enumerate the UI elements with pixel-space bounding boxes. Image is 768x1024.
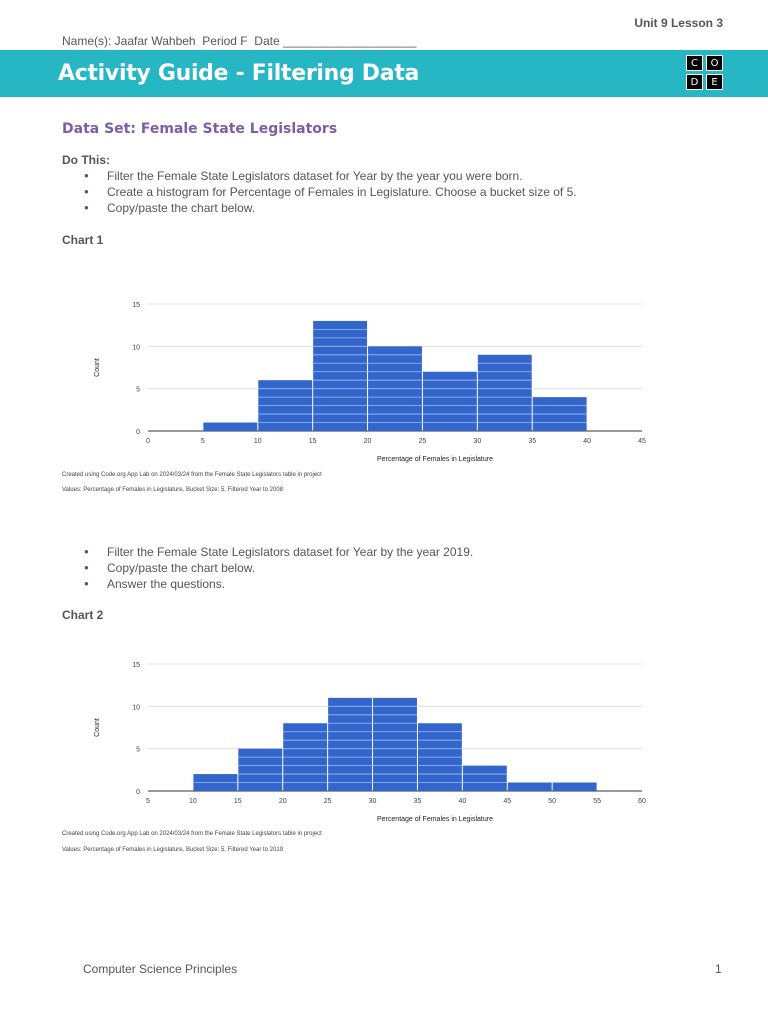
name-line: Name(s): Jaafar Wahbeh Period F Date ___… — [62, 34, 417, 48]
x-tick-label: 45 — [503, 798, 511, 805]
chart-1: 0 5 10 15 0 5 10 15 20 25 30 35 40 45 Percentage of Fe… — [94, 302, 646, 463]
x-tick-label: 10 — [254, 438, 262, 445]
histogram-bar — [313, 320, 368, 431]
do-this-label: Do This: — [62, 153, 110, 167]
list-item: Copy/paste the chart below. — [62, 200, 577, 216]
x-axis-label: Percentage of Females in Legislature — [377, 456, 493, 463]
x-tick-label: 40 — [458, 798, 466, 805]
x-tick-label: 10 — [189, 798, 197, 805]
x-tick-label: 40 — [583, 438, 591, 445]
list-item: Filter the Female State Legislators data… — [62, 168, 577, 184]
list-item: Filter the Female State Legislators data… — [62, 544, 473, 560]
x-tick-label: 60 — [638, 798, 646, 805]
logo-letter: E — [706, 74, 723, 90]
logo-letter: C — [686, 55, 703, 71]
unit-label: Unit 9 Lesson 3 — [634, 16, 723, 30]
histogram-bar — [462, 765, 507, 791]
logo-letter: O — [706, 55, 723, 71]
y-tick-label: 0 — [136, 429, 140, 436]
x-tick-label: 5 — [146, 798, 150, 805]
histogram-bar — [328, 697, 373, 791]
chart-1-caption-2: Values: Percentage of Females in Legisla… — [62, 487, 284, 493]
y-tick-label: 5 — [136, 747, 140, 754]
y-tick-label: 5 — [136, 387, 140, 394]
instructions-list-2: Filter the Female State Legislators data… — [62, 544, 473, 592]
y-tick-label: 10 — [132, 344, 140, 351]
x-tick-label: 15 — [309, 438, 317, 445]
chart-1-caption-1: Created using Code.org App Lab on 2024/0… — [62, 472, 322, 478]
histogram-bar — [552, 782, 597, 791]
list-item: Create a histogram for Percentage of Fem… — [62, 184, 577, 200]
chart-2-caption-1: Created using Code.org App Lab on 2024/0… — [62, 831, 322, 837]
x-tick-label: 5 — [201, 438, 205, 445]
x-tick-label: 20 — [279, 798, 287, 805]
list-item: Answer the questions. — [62, 576, 473, 592]
x-tick-label: 25 — [324, 798, 332, 805]
instructions-list-1: Filter the Female State Legislators data… — [62, 168, 577, 216]
y-axis-label: Count — [94, 718, 101, 737]
title-banner: Activity Guide - Filtering Data — [0, 50, 768, 97]
page-title: Activity Guide - Filtering Data — [58, 61, 420, 86]
footer-page-number: 1 — [715, 962, 722, 976]
x-tick-label: 25 — [419, 438, 427, 445]
histogram-bar — [422, 371, 477, 431]
x-tick-label: 20 — [364, 438, 372, 445]
histogram-bar — [477, 354, 532, 431]
footer-course: Computer Science Principles — [83, 962, 238, 976]
histogram-bar — [238, 748, 283, 791]
x-tick-label: 55 — [593, 798, 601, 805]
y-tick-label: 0 — [136, 789, 140, 796]
y-tick-label: 15 — [132, 662, 140, 669]
x-tick-label: 50 — [548, 798, 556, 805]
logo-letter: D — [686, 74, 703, 90]
histogram-bar — [373, 697, 417, 791]
histogram-bar — [203, 422, 258, 431]
y-tick-label: 10 — [132, 704, 140, 711]
section-title: Data Set: Female State Legislators — [62, 121, 338, 137]
chart-1-heading: Chart 1 — [62, 233, 104, 247]
x-tick-label: 35 — [528, 438, 536, 445]
y-axis-label: Count — [94, 358, 101, 377]
x-tick-label: 45 — [638, 438, 646, 445]
list-item: Copy/paste the chart below. — [62, 560, 473, 576]
x-axis-label: Percentage of Females in Legislature — [377, 816, 493, 823]
chart-2-heading: Chart 2 — [62, 608, 104, 622]
x-tick-label: 35 — [414, 798, 422, 805]
x-tick-label: 30 — [473, 438, 481, 445]
chart-2-caption-2: Values: Percentage of Females in Legisla… — [62, 847, 284, 853]
code-logo: C O D E — [686, 55, 723, 90]
x-tick-label: 15 — [234, 798, 242, 805]
histogram-bar — [507, 782, 552, 791]
y-tick-label: 15 — [132, 302, 140, 309]
x-tick-label: 0 — [146, 438, 150, 445]
x-tick-label: 30 — [369, 798, 377, 805]
